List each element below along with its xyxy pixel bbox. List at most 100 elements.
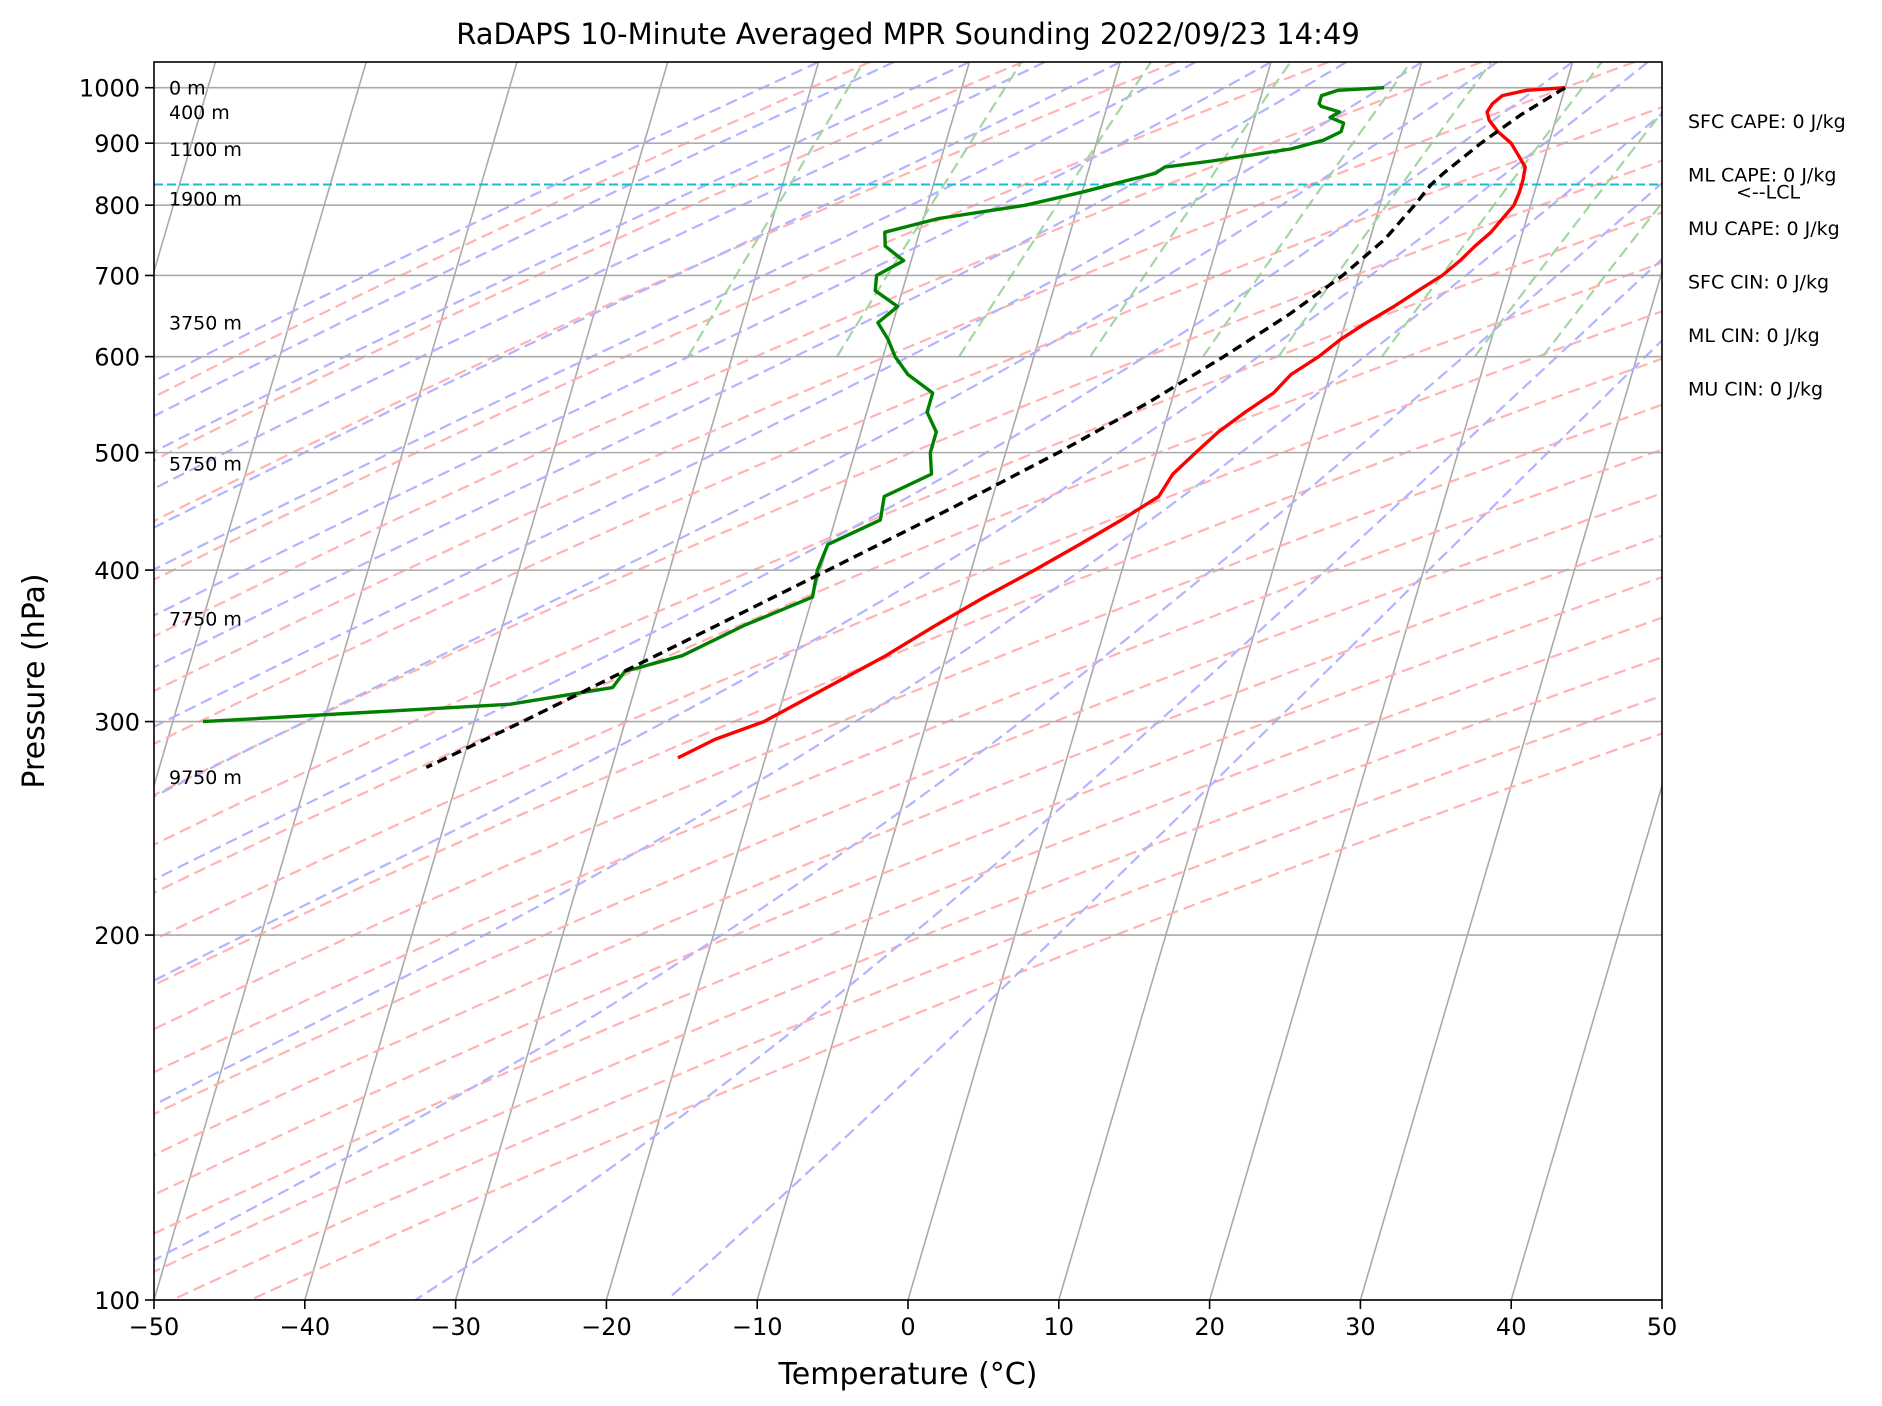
dry-adiabat-line (154, 62, 1636, 693)
mixing-ratio-line (1381, 62, 1603, 358)
y-tick-label: 200 (94, 922, 140, 950)
y-tick-label: 500 (94, 440, 140, 468)
isotherm-line (605, 62, 971, 1300)
moist-adiabat-line (154, 62, 1574, 881)
x-tick-label: 40 (1496, 1313, 1527, 1341)
mixing-ratio-line (1541, 201, 1662, 358)
axes-group: −50 −40 −30 −20 −10 0 10 20 30 40 50 100 200 300 400 50… (79, 75, 1677, 1341)
stability-index-label: ML CAPE: 0 J/kg (1688, 165, 1836, 187)
y-tick-label: 700 (94, 262, 140, 290)
height-label: 1900 m (169, 189, 242, 211)
height-label: 0 m (169, 78, 206, 100)
plot-background (154, 62, 1662, 1300)
isotherm-line (1058, 62, 1423, 1300)
isotherm-line (304, 62, 669, 1300)
parcel-line (425, 86, 1566, 769)
dry-adiabat-line (154, 159, 1662, 797)
height-label: 400 m (169, 102, 230, 124)
y-tick-label: 1000 (79, 75, 140, 103)
y-tick-label: 300 (94, 709, 140, 737)
profiles (202, 86, 1566, 769)
dry-adiabat-line (154, 261, 1662, 895)
x-tick-label: −10 (732, 1313, 783, 1341)
mixing-ratio-line (836, 62, 1023, 358)
x-tick-label: 50 (1647, 1313, 1678, 1341)
isotherm-line (454, 62, 820, 1300)
mixing-ratio-line (1202, 62, 1412, 358)
x-tick-label: −30 (430, 1313, 481, 1341)
dry-adiabat-line (154, 656, 1662, 1273)
stability-index-label: SFC CAPE: 0 J/kg (1688, 111, 1846, 133)
moist-adiabat-line (666, 338, 1662, 1300)
height-label: 3750 m (169, 313, 242, 335)
moist-adiabat-line (154, 62, 1197, 571)
height-label: 9750 m (169, 767, 242, 789)
moist-adiabat-line (154, 62, 1272, 617)
dry-adiabat-line (154, 211, 1662, 846)
moist-adiabat-line (154, 62, 1347, 669)
temperature-line (677, 86, 1566, 760)
y-tick-label: 400 (94, 557, 140, 585)
isotherm-line (1813, 62, 1882, 1300)
dry-adiabat-line (154, 357, 1662, 987)
moist-adiabat-line (154, 112, 1662, 1107)
x-tick-label: −40 (279, 1313, 330, 1341)
x-tick-label: −50 (129, 1313, 180, 1341)
x-tick-label: 0 (900, 1313, 915, 1341)
dry-adiabat-line (154, 492, 1662, 1116)
mixing-ratio-line (958, 62, 1152, 358)
height-label: 1100 m (169, 139, 242, 161)
dry-adiabat-line (154, 106, 1662, 746)
isotherm-line (907, 62, 1272, 1300)
isotherm-line (154, 62, 518, 1300)
moist-adiabat-line (154, 62, 1649, 982)
mixing-ratio-line (1089, 62, 1292, 358)
mixing-ratio-line (1277, 62, 1493, 358)
moist-adiabat-line (154, 62, 820, 383)
x-tick-label: 10 (1044, 1313, 1075, 1341)
dry-adiabat-line (154, 310, 1662, 941)
dry-adiabat-line (154, 62, 1024, 462)
moist-adiabat-line (154, 62, 1498, 798)
dry-adiabat-line (154, 62, 1330, 581)
isotherm-line (1510, 782, 1662, 1300)
y-tick-label: 900 (94, 130, 140, 158)
background-lines (154, 62, 1882, 1300)
dry-adiabat-line (154, 62, 1483, 638)
chart-title: RaDAPS 10-Minute Averaged MPR Sounding 2… (456, 17, 1360, 51)
x-tick-label: −20 (581, 1313, 632, 1341)
stability-index-label: SFC CIN: 0 J/kg (1688, 272, 1829, 294)
y-tick-label: 100 (94, 1287, 140, 1315)
mixing-ratio-line (1473, 110, 1662, 358)
stability-index-label: ML CIN: 0 J/kg (1688, 325, 1820, 347)
moist-adiabat-line (154, 62, 970, 453)
isotherm-line (1661, 1297, 1662, 1300)
indices-panel: SFC CAPE: 0 J/kg ML CAPE: 0 J/kg MU CAPE: … (1688, 111, 1846, 401)
dry-adiabat-line (154, 616, 1662, 1235)
mixing-ratio-line (687, 62, 865, 358)
y-axis-title: Pressure (hPa) (17, 573, 52, 788)
dry-adiabat-line (249, 732, 1662, 1300)
moist-adiabat-line (154, 62, 1423, 728)
dry-adiabat-line (154, 534, 1662, 1157)
x-axis-title: Temperature (°C) (778, 1357, 1038, 1392)
isotherm-line (154, 62, 217, 275)
x-tick-label: 20 (1194, 1313, 1225, 1341)
isotherm-line (1359, 268, 1662, 1300)
y-tick-label: 600 (94, 344, 140, 372)
moist-adiabat-line (154, 62, 1046, 490)
dry-adiabat-line (154, 403, 1662, 1031)
height-label: 7750 m (169, 608, 242, 630)
pressure-grid (154, 86, 1662, 1300)
stability-index-label: MU CIN: 0 J/kg (1688, 379, 1823, 401)
lcl-label: <--LCL (1736, 182, 1800, 204)
y-tick-label: 800 (94, 192, 140, 220)
dewpoint-line (202, 86, 1385, 724)
stability-index-label: MU CAPE: 0 J/kg (1688, 218, 1840, 240)
isotherm-line (154, 62, 367, 789)
moist-adiabat-line (154, 62, 895, 418)
height-label: 5750 m (169, 453, 242, 475)
x-tick-label: 30 (1345, 1313, 1376, 1341)
